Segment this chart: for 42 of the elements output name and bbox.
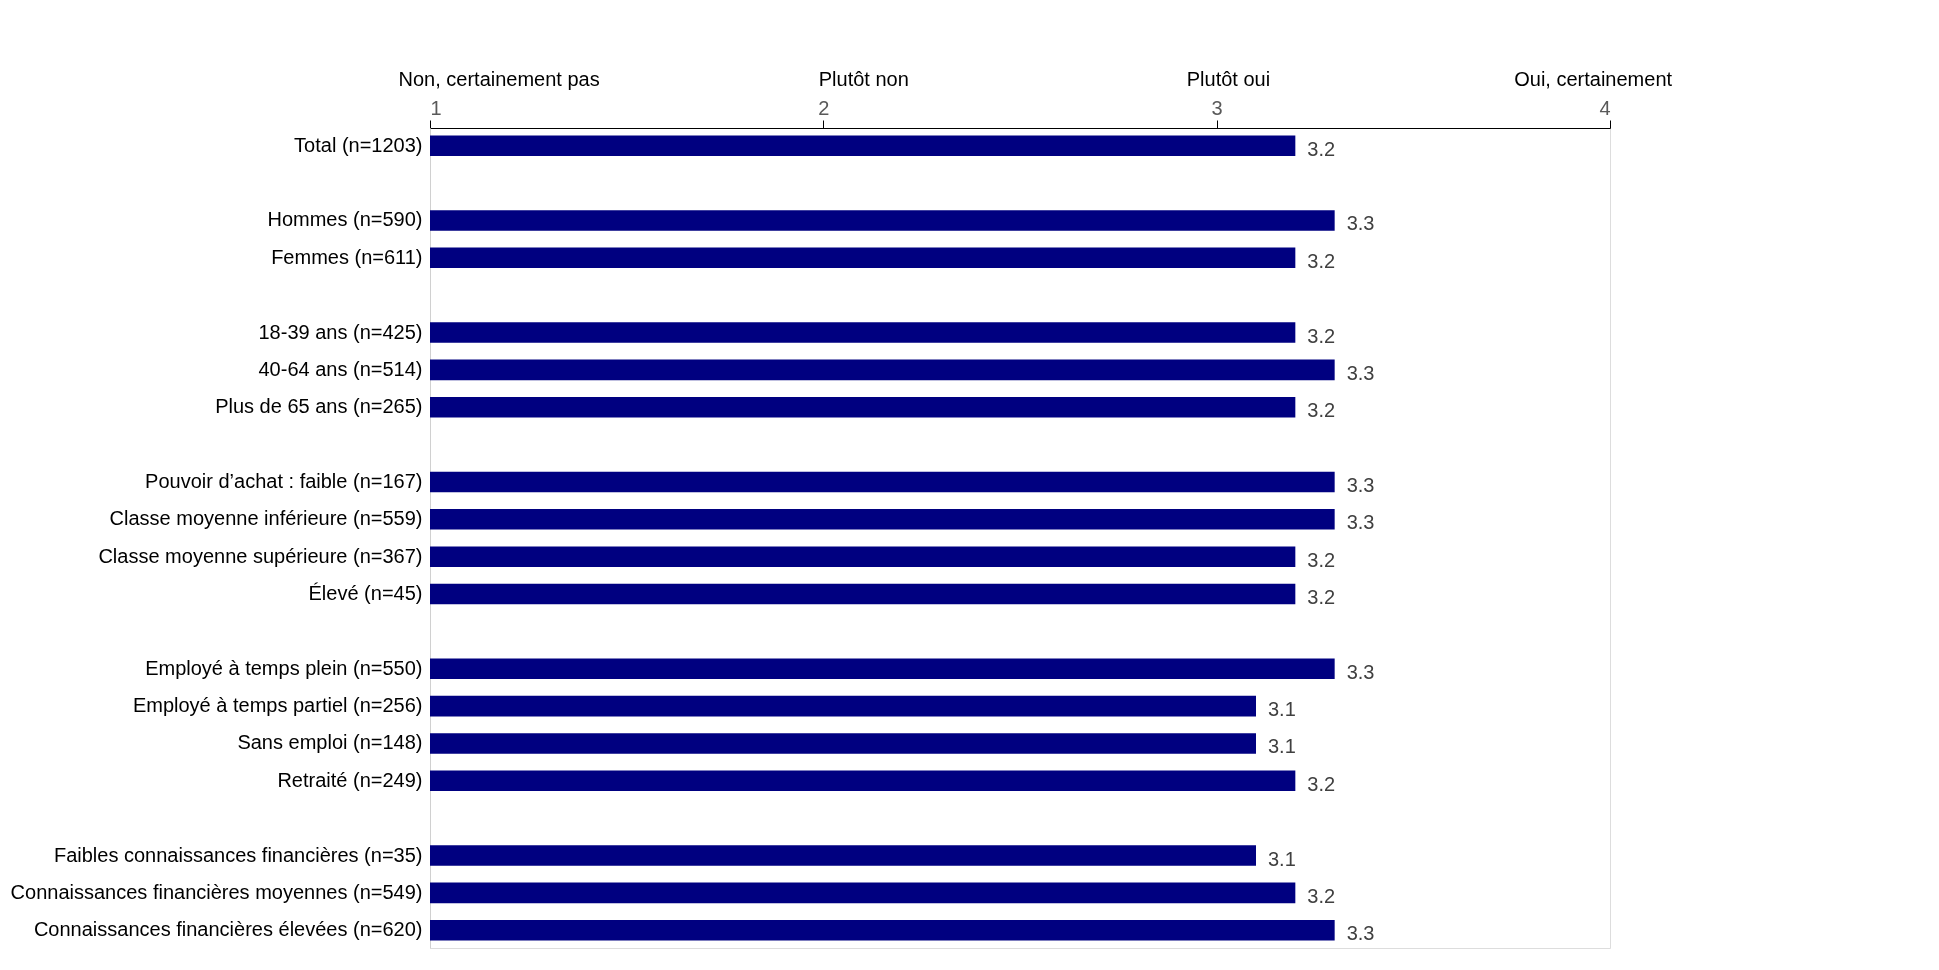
data-label: 3.2 (1307, 249, 1336, 272)
text: Plutôt non (818, 68, 909, 90)
data-label: 3.1 (1268, 735, 1296, 758)
x-tick-label: 2 (818, 96, 830, 119)
data-label: 3.1 (1268, 847, 1296, 870)
y-tick-label: Retraité (n=249) (277, 768, 423, 791)
data-label: 3.3 (1346, 922, 1375, 945)
y-tick-label: Pouvoir d’achat : faible (n=167) (145, 469, 423, 492)
x-tick-label: 4 (1599, 96, 1611, 119)
y-tick-label: 40-64 ans (n=514) (258, 357, 423, 380)
y-tick-label: Sans emploi (n=148) (237, 731, 423, 754)
data-label: 3.1 (1268, 698, 1296, 721)
data-label: 3.2 (1307, 324, 1336, 347)
data-label: 3.3 (1346, 511, 1375, 534)
text: Non, certainement pas (398, 68, 600, 90)
y-tick-label: Élevé (n=45) (308, 582, 423, 605)
text: Oui, certainement (1514, 68, 1673, 90)
y-tick-label: Employé à temps plein (n=550) (145, 656, 423, 679)
data-label: 3.3 (1346, 660, 1375, 683)
y-tick-label: Plus de 65 ans (n=265) (215, 395, 423, 418)
y-tick-label: Femmes (n=611) (271, 245, 423, 268)
data-label: 3.2 (1307, 772, 1336, 795)
y-tick-label: Faibles connaissances financières (n=35) (53, 843, 423, 866)
data-label: 3.3 (1346, 473, 1375, 496)
y-tick-label: Classe moyenne inférieure (n=559) (109, 507, 423, 530)
y-tick-label: Connaissances financières élevées (n=620) (33, 918, 423, 941)
text: Plutôt oui (1186, 68, 1271, 90)
data-label: 3.3 (1346, 361, 1375, 384)
data-label: 3.2 (1307, 399, 1336, 422)
x-tick-label: 3 (1211, 96, 1223, 119)
data-label: 3.2 (1307, 137, 1336, 160)
data-label: 3.3 (1346, 212, 1375, 235)
data-label: 3.2 (1307, 586, 1336, 609)
y-tick-label: Employé à temps partiel (n=256) (132, 694, 423, 717)
y-tick-label: Total (n=1203) (294, 133, 423, 156)
data-label: 3.2 (1307, 884, 1336, 907)
y-tick-label: Connaissances financières moyennes (n=549) (10, 880, 423, 903)
y-tick-label: Hommes (n=590) (267, 208, 423, 231)
y-tick-label: 18-39 ans (n=425) (258, 320, 423, 343)
x-tick-label: 1 (430, 96, 442, 119)
data-label: 3.2 (1307, 548, 1336, 571)
y-tick-label: Classe moyenne supérieure (n=367) (98, 544, 423, 567)
